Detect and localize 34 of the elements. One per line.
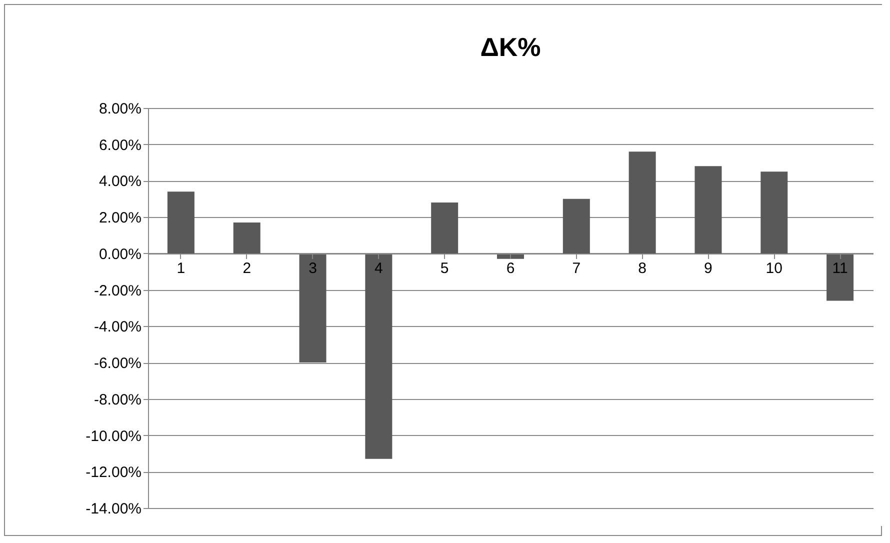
chart-title: ΔK% <box>480 32 541 62</box>
x-tick-label: 6 <box>506 260 515 277</box>
y-tick-label: 6.00% <box>98 136 142 154</box>
y-tick-label: -2.00% <box>94 282 142 300</box>
x-tick-label: 9 <box>704 260 712 277</box>
bar <box>562 198 590 254</box>
y-tick-label: -14.00% <box>86 500 142 518</box>
bar <box>167 192 194 254</box>
x-tick-label: 1 <box>176 260 186 277</box>
x-tick-label: 10 <box>766 260 782 277</box>
x-tick-label: 8 <box>638 260 646 277</box>
y-tick-label: 2.00% <box>98 210 142 227</box>
x-tick-label: 5 <box>440 260 449 277</box>
bar <box>233 222 260 254</box>
bar <box>826 253 854 301</box>
x-tick-label: 7 <box>572 260 581 277</box>
y-tick-label: -6.00% <box>94 355 142 372</box>
y-tick-label: -4.00% <box>94 318 142 336</box>
x-tick-label: 2 <box>242 260 252 277</box>
y-tick-label: -10.00% <box>86 428 142 445</box>
x-tick-label: 11 <box>832 260 848 277</box>
bar <box>299 253 326 363</box>
bar <box>431 202 458 254</box>
bar <box>694 166 722 254</box>
bar <box>365 253 392 459</box>
x-tick-label: 4 <box>374 260 383 277</box>
y-tick-label: 0.00% <box>98 246 142 263</box>
y-tick-label: -8.00% <box>94 391 142 408</box>
bar <box>760 172 788 254</box>
y-tick-label: -12.00% <box>86 464 142 482</box>
y-tick-label: 8.00% <box>98 100 142 118</box>
bar <box>628 152 656 254</box>
y-tick-label: 4.00% <box>98 173 142 190</box>
x-tick-label: 3 <box>308 260 317 277</box>
